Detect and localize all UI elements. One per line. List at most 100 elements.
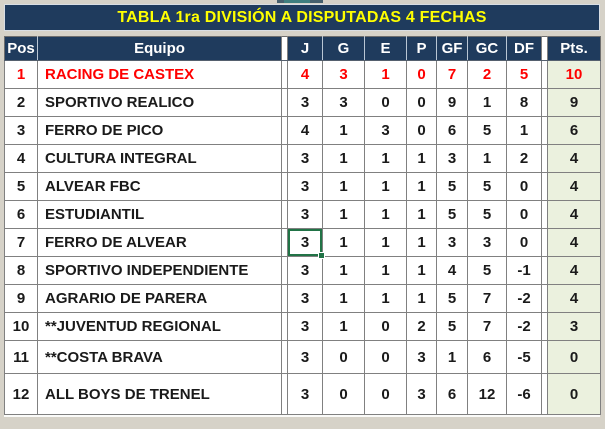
cell-e[interactable]: 0	[364, 373, 407, 415]
col-header-e[interactable]: E	[364, 36, 407, 61]
cell-team[interactable]: CULTURA INTEGRAL	[37, 144, 282, 173]
cell-e[interactable]: 3	[364, 116, 407, 145]
cell-team[interactable]: AGRARIO DE PARERA	[37, 284, 282, 313]
cell-g[interactable]: 1	[322, 284, 365, 313]
cell-j[interactable]: 3	[287, 144, 323, 173]
cell-g[interactable]: 1	[322, 228, 365, 257]
cell-gc[interactable]: 6	[467, 340, 507, 374]
cell-pts[interactable]: 4	[547, 172, 601, 201]
cell-p[interactable]: 1	[406, 144, 437, 173]
cell-pts[interactable]: 4	[547, 284, 601, 313]
cell-gf[interactable]: 1	[436, 340, 468, 374]
cell-p[interactable]: 1	[406, 172, 437, 201]
cell-g[interactable]: 1	[322, 200, 365, 229]
cell-pos[interactable]: 8	[4, 256, 38, 285]
cell-team[interactable]: ESTUDIANTIL	[37, 200, 282, 229]
cell-g[interactable]: 1	[322, 144, 365, 173]
cell-e[interactable]: 0	[364, 312, 407, 341]
cell-g[interactable]: 1	[322, 256, 365, 285]
cell-team[interactable]: ALL BOYS DE TRENEL	[37, 373, 282, 415]
cell-pos[interactable]: 2	[4, 88, 38, 117]
cell-j[interactable]: 3	[287, 256, 323, 285]
cell-pts[interactable]: 6	[547, 116, 601, 145]
cell-team[interactable]: **JUVENTUD REGIONAL	[37, 312, 282, 341]
col-header-j[interactable]: J	[287, 36, 323, 61]
cell-team[interactable]: FERRO DE ALVEAR	[37, 228, 282, 257]
cell-gc[interactable]: 5	[467, 172, 507, 201]
cell-p[interactable]: 0	[406, 60, 437, 89]
cell-df[interactable]: -2	[506, 284, 542, 313]
cell-pos[interactable]: 6	[4, 200, 38, 229]
cell-pts[interactable]: 0	[547, 340, 601, 374]
selected-cell[interactable]: 3	[287, 228, 326, 260]
cell-e[interactable]: 1	[364, 200, 407, 229]
col-header-g[interactable]: G	[322, 36, 365, 61]
cell-e[interactable]: 1	[364, 144, 407, 173]
cell-team[interactable]: SPORTIVO INDEPENDIENTE	[37, 256, 282, 285]
cell-gf[interactable]: 5	[436, 172, 468, 201]
col-header-df[interactable]: DF	[506, 36, 542, 61]
cell-gf[interactable]: 5	[436, 200, 468, 229]
cell-j[interactable]: 3	[287, 340, 323, 374]
cell-pts[interactable]: 4	[547, 144, 601, 173]
cell-team[interactable]: **COSTA BRAVA	[37, 340, 282, 374]
cell-gf[interactable]: 9	[436, 88, 468, 117]
cell-gc[interactable]: 2	[467, 60, 507, 89]
cell-pts[interactable]: 0	[547, 373, 601, 415]
cell-p[interactable]: 2	[406, 312, 437, 341]
cell-team[interactable]: ALVEAR FBC	[37, 172, 282, 201]
cell-pos[interactable]: 1	[4, 60, 38, 89]
cell-e[interactable]: 1	[364, 60, 407, 89]
cell-pts[interactable]: 4	[547, 228, 601, 257]
cell-g[interactable]: 1	[322, 312, 365, 341]
cell-e[interactable]: 1	[364, 284, 407, 313]
cell-team[interactable]: RACING DE CASTEX	[37, 60, 282, 89]
cell-g[interactable]: 1	[322, 172, 365, 201]
cell-j[interactable]: 4	[287, 60, 323, 89]
cell-df[interactable]: -5	[506, 340, 542, 374]
cell-pos[interactable]: 11	[4, 340, 38, 374]
cell-pts[interactable]: 10	[547, 60, 601, 89]
cell-gc[interactable]: 5	[467, 256, 507, 285]
cell-p[interactable]: 1	[406, 284, 437, 313]
cell-gc[interactable]: 3	[467, 228, 507, 257]
col-header-pts[interactable]: Pts.	[547, 36, 601, 61]
cell-p[interactable]: 1	[406, 256, 437, 285]
cell-pos[interactable]: 3	[4, 116, 38, 145]
cell-g[interactable]: 0	[322, 373, 365, 415]
cell-gf[interactable]: 7	[436, 60, 468, 89]
cell-pts[interactable]: 4	[547, 256, 601, 285]
cell-gf[interactable]: 5	[436, 284, 468, 313]
cell-j[interactable]: 4	[287, 116, 323, 145]
col-header-pos[interactable]: Pos	[4, 36, 38, 61]
cell-pos[interactable]: 5	[4, 172, 38, 201]
cell-pos[interactable]: 7	[4, 228, 38, 257]
cell-pts[interactable]: 3	[547, 312, 601, 341]
cell-gc[interactable]: 1	[467, 88, 507, 117]
cell-pos[interactable]: 10	[4, 312, 38, 341]
cell-e[interactable]: 0	[364, 88, 407, 117]
cell-pos[interactable]: 12	[4, 373, 38, 415]
cell-gc[interactable]: 7	[467, 312, 507, 341]
cell-gc[interactable]: 7	[467, 284, 507, 313]
cell-df[interactable]: 0	[506, 172, 542, 201]
cell-e[interactable]: 0	[364, 340, 407, 374]
cell-team[interactable]: FERRO DE PICO	[37, 116, 282, 145]
col-header-p[interactable]: P	[406, 36, 437, 61]
cell-gf[interactable]: 6	[436, 373, 468, 415]
cell-df[interactable]: 0	[506, 200, 542, 229]
cell-gc[interactable]: 1	[467, 144, 507, 173]
cell-j[interactable]: 3	[287, 284, 323, 313]
cell-g[interactable]: 1	[322, 116, 365, 145]
cell-gf[interactable]: 3	[436, 144, 468, 173]
cell-j[interactable]: 3	[287, 373, 323, 415]
cell-j[interactable]: 3	[287, 312, 323, 341]
cell-p[interactable]: 3	[406, 340, 437, 374]
cell-gc[interactable]: 5	[467, 200, 507, 229]
cell-p[interactable]: 0	[406, 116, 437, 145]
cell-df[interactable]: -2	[506, 312, 542, 341]
cell-pos[interactable]: 9	[4, 284, 38, 313]
cell-team[interactable]: SPORTIVO REALICO	[37, 88, 282, 117]
cell-pos[interactable]: 4	[4, 144, 38, 173]
cell-p[interactable]: 1	[406, 200, 437, 229]
